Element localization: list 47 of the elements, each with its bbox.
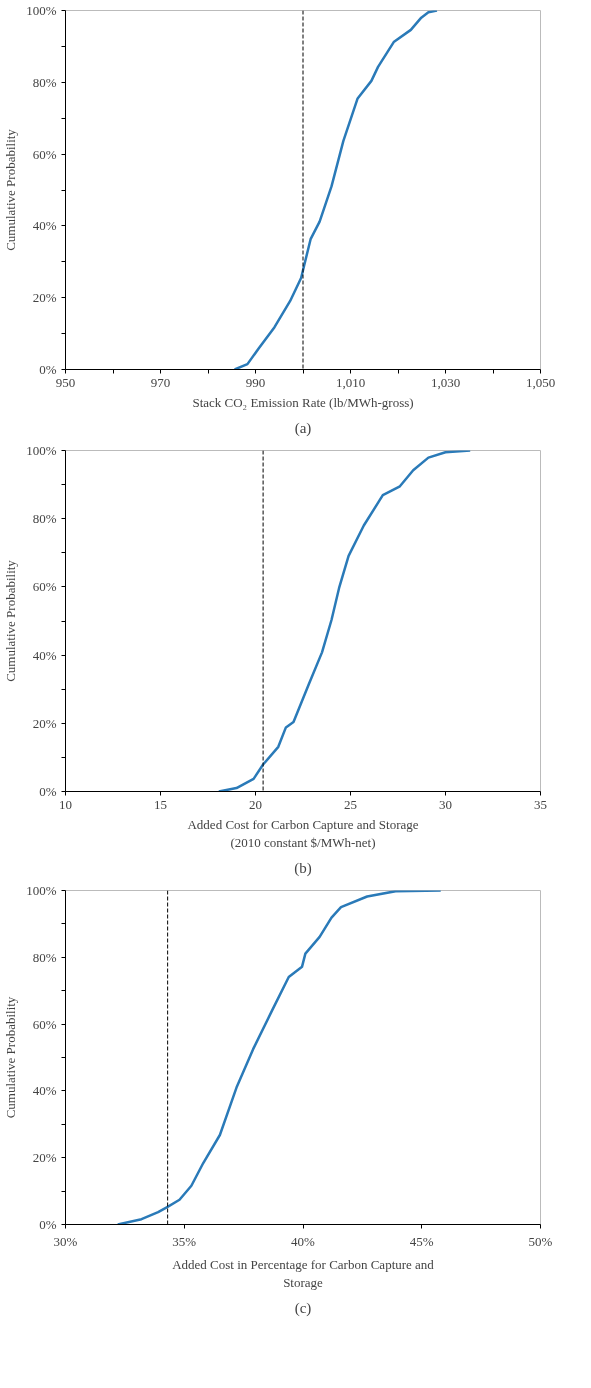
x-axis-title: Added Cost in Percentage for Carbon Capture and Storage [172, 1256, 435, 1290]
x-tick-label: 10 [59, 796, 72, 812]
text: (a) [294, 419, 312, 437]
x-tick-label: 45% [409, 1233, 434, 1249]
x-tick-label: 40% [291, 1233, 316, 1249]
y-tick-label: 100% [26, 3, 57, 18]
y-tick-label: 0% [39, 784, 57, 799]
y-tick-label: 100% [26, 443, 57, 458]
line-series [233, 10, 439, 370]
x-tick-label: 1,030 [430, 374, 461, 390]
x-axis-title: Added Cost for Carbon Capture and Storage (2010 constant $/MWh-net) [187, 816, 419, 850]
y-tick-label: 60% [32, 146, 57, 162]
y-tick-label: 80% [32, 949, 57, 965]
y-tick-label: 20% [32, 715, 57, 731]
y-tick-label: 40% [32, 647, 57, 663]
text: (b) [294, 859, 312, 877]
y-tick-label: 60% [32, 1016, 57, 1032]
y-axis-title: Cumulative Probability [3, 559, 19, 682]
x-tick-label: 25 [344, 796, 357, 812]
y-tick-label: 60% [32, 579, 57, 595]
x-tick-label: 1,050 [525, 374, 556, 390]
x-axis-title: Stack CO₂ Emission Rate (lb/MWh-gross) [192, 394, 414, 410]
x-tick-label: 15 [154, 796, 167, 812]
x-tick-label: 50% [528, 1233, 553, 1249]
x-tick-label: 30% [53, 1233, 78, 1249]
y-tick-label: 80% [32, 511, 57, 527]
text: (c) [294, 1299, 312, 1317]
line-series [116, 890, 442, 1225]
x-tick-label: 990 [245, 374, 266, 390]
y-tick-label: 0% [39, 362, 57, 377]
y-tick-label: 40% [32, 1083, 57, 1099]
y-tick-label: 40% [32, 218, 57, 234]
y-tick-label: 100% [26, 883, 57, 898]
x-tick-label: 30 [439, 796, 452, 812]
y-tick-label: 80% [32, 74, 57, 90]
x-tick-label: 35 [534, 796, 547, 812]
x-tick-label: 35% [172, 1233, 197, 1249]
line-series [217, 450, 472, 792]
y-tick-label: 20% [32, 290, 57, 306]
y-axis-title: Cumulative Probability [3, 128, 19, 251]
y-tick-label: 0% [39, 1217, 57, 1232]
x-tick-label: 970 [150, 374, 171, 390]
y-axis-title: Cumulative Probability [3, 996, 19, 1119]
x-tick-label: 950 [55, 374, 76, 390]
x-tick-label: 20 [249, 796, 262, 812]
x-tick-label: 1,010 [335, 374, 366, 390]
y-tick-label: 20% [32, 1150, 57, 1166]
